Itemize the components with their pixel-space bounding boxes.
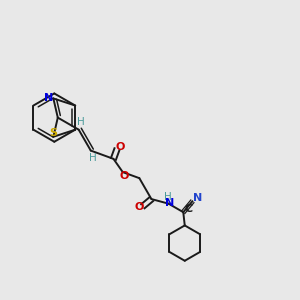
Text: O: O [134, 202, 143, 212]
Text: N: N [165, 198, 174, 208]
Text: S: S [50, 128, 57, 138]
Text: H: H [77, 117, 85, 127]
Text: O: O [119, 171, 129, 181]
Text: H: H [89, 153, 97, 163]
Text: H: H [164, 193, 172, 202]
Text: C: C [184, 204, 193, 214]
Text: O: O [115, 142, 124, 152]
Text: N: N [193, 193, 202, 203]
Text: N: N [44, 93, 54, 103]
